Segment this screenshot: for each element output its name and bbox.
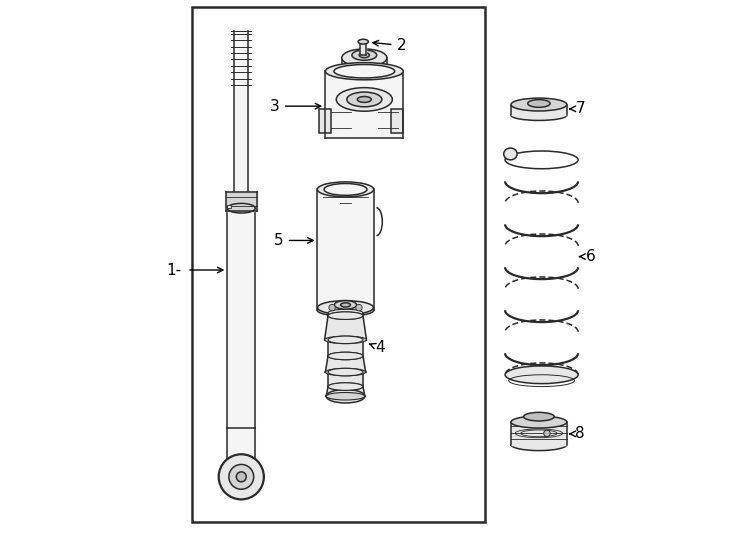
Circle shape [219,454,264,500]
Text: 7: 7 [570,102,585,116]
Ellipse shape [328,383,363,390]
Ellipse shape [334,64,395,78]
Ellipse shape [504,148,517,160]
Ellipse shape [328,352,363,360]
Circle shape [329,305,335,311]
Bar [192,7,485,523]
Circle shape [229,464,254,489]
Text: 1-: 1- [167,262,181,278]
Ellipse shape [326,393,365,400]
Ellipse shape [342,64,387,78]
Ellipse shape [328,368,363,376]
Text: 4: 4 [369,340,385,355]
Ellipse shape [328,336,363,343]
Ellipse shape [511,416,567,428]
Ellipse shape [334,301,357,309]
Ellipse shape [324,336,366,343]
Ellipse shape [336,87,393,111]
Ellipse shape [511,110,567,120]
Circle shape [356,305,362,311]
Polygon shape [324,316,366,340]
Ellipse shape [328,312,363,320]
Text: 6: 6 [580,249,596,264]
Bar [391,109,403,133]
Ellipse shape [357,97,371,103]
Ellipse shape [328,312,363,320]
Ellipse shape [359,52,369,58]
Ellipse shape [318,301,374,315]
Ellipse shape [358,39,368,44]
Ellipse shape [342,49,387,66]
Ellipse shape [328,352,363,360]
Polygon shape [328,372,363,387]
Text: 3: 3 [270,99,321,113]
Ellipse shape [326,389,365,403]
Ellipse shape [341,303,350,307]
Text: 5: 5 [274,233,313,248]
Circle shape [236,472,246,482]
Polygon shape [326,387,365,396]
Ellipse shape [317,182,374,197]
Ellipse shape [317,305,374,316]
Ellipse shape [528,99,550,107]
Ellipse shape [511,438,567,450]
Ellipse shape [328,383,363,390]
Polygon shape [325,356,366,372]
Bar [228,205,230,208]
Ellipse shape [511,98,567,111]
Polygon shape [328,340,363,356]
Circle shape [544,430,550,436]
Ellipse shape [328,309,363,317]
Text: 8: 8 [570,427,585,441]
Ellipse shape [352,50,377,60]
Ellipse shape [325,63,403,80]
Bar [319,109,331,133]
Ellipse shape [324,184,367,195]
Ellipse shape [228,204,255,213]
Ellipse shape [523,413,554,421]
Polygon shape [328,313,363,316]
Ellipse shape [325,368,366,376]
Ellipse shape [505,366,578,383]
Text: 2: 2 [373,38,406,53]
Ellipse shape [346,92,382,107]
